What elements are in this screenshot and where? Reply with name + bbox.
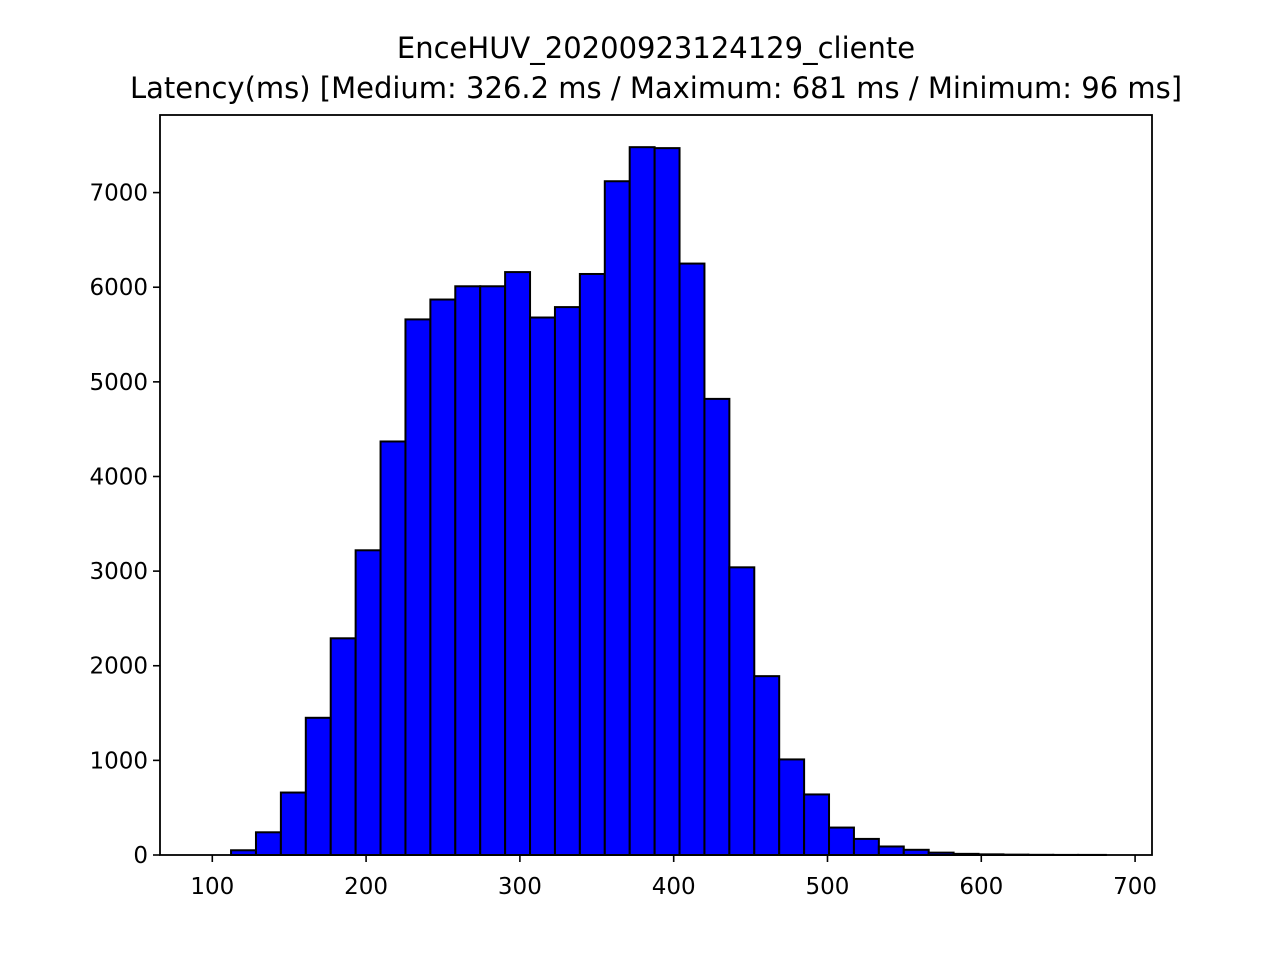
histogram-bar-23 bbox=[778, 758, 806, 856]
x-tick-label: 300 bbox=[498, 874, 542, 900]
x-tick-label: 500 bbox=[806, 874, 850, 900]
histogram-bar-14 bbox=[553, 306, 581, 857]
y-tick-label: 1000 bbox=[89, 748, 148, 774]
histogram-bar-27 bbox=[877, 845, 905, 856]
histogram-bar-5 bbox=[329, 637, 357, 856]
histogram-bar-18 bbox=[653, 147, 681, 856]
chart-title: EnceHUV_20200923124129_cliente bbox=[397, 31, 915, 65]
y-tick-label: 6000 bbox=[89, 275, 148, 301]
histogram-bar-2 bbox=[254, 831, 282, 856]
histogram-bar-16 bbox=[603, 180, 631, 857]
histogram-bar-7 bbox=[379, 440, 407, 856]
histogram-bar-24 bbox=[803, 793, 831, 857]
x-tick-label: 600 bbox=[959, 874, 1003, 900]
bars-layer bbox=[230, 146, 1107, 857]
histogram-bar-12 bbox=[504, 271, 532, 856]
histogram-bar-13 bbox=[529, 316, 556, 856]
y-tick-label: 0 bbox=[133, 843, 148, 869]
histogram-bar-4 bbox=[304, 716, 332, 856]
histogram-bar-11 bbox=[479, 285, 507, 856]
histogram-bar-21 bbox=[728, 566, 756, 857]
plot-frame bbox=[159, 114, 1153, 856]
histogram-bar-6 bbox=[354, 549, 382, 856]
y-tick-label: 2000 bbox=[89, 654, 148, 680]
histogram-bar-3 bbox=[279, 791, 307, 856]
chart-subtitle: Latency(ms) [Medium: 326.2 ms / Maximum:… bbox=[130, 71, 1182, 105]
histogram-bar-9 bbox=[429, 298, 457, 856]
histogram-bar-26 bbox=[852, 837, 880, 856]
y-tick-label: 3000 bbox=[89, 559, 148, 585]
histogram-bar-10 bbox=[454, 285, 482, 856]
histogram-bar-15 bbox=[578, 272, 606, 857]
x-tick-label: 700 bbox=[1113, 874, 1157, 900]
histogram-bar-20 bbox=[703, 397, 731, 856]
histogram-bar-8 bbox=[404, 318, 432, 856]
x-tick-label: 200 bbox=[344, 874, 388, 900]
histogram-bar-22 bbox=[753, 675, 781, 857]
histogram-bar-17 bbox=[628, 146, 656, 857]
y-tick-label: 5000 bbox=[89, 370, 148, 396]
x-tick-label: 100 bbox=[190, 874, 234, 900]
histogram-bar-25 bbox=[828, 826, 855, 856]
y-tick-label: 4000 bbox=[89, 464, 148, 490]
histogram-bar-19 bbox=[678, 262, 706, 856]
x-tick-label: 400 bbox=[652, 874, 696, 900]
axes-layer: 100 200 300 400 500 600 7000100020003000400050… bbox=[89, 114, 1157, 900]
y-tick-label: 7000 bbox=[89, 181, 148, 207]
